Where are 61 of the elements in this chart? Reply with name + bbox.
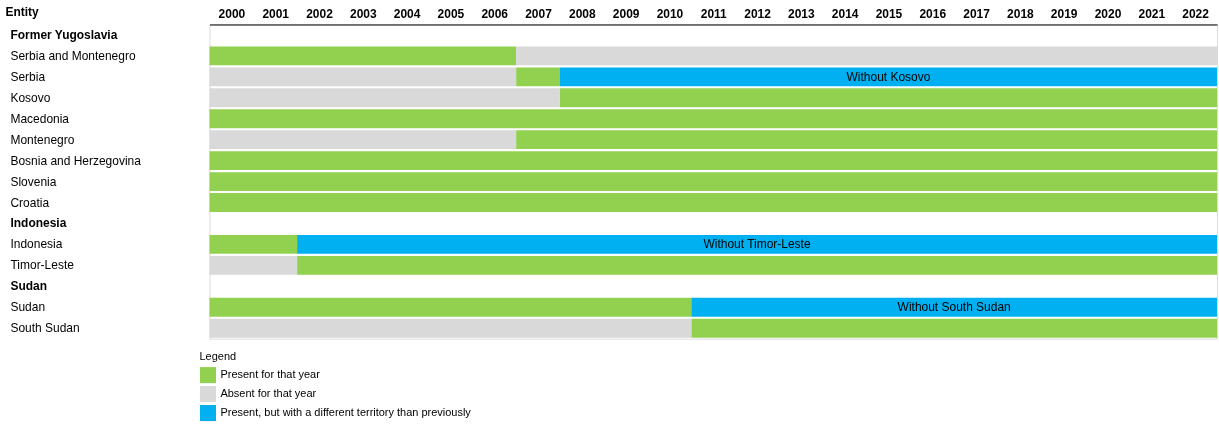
x-tick-label: 2014 [831, 6, 859, 21]
y-tick-label: Timor-Leste [10, 258, 75, 273]
y-tick-label: Sudan [10, 300, 46, 315]
x-tick-label: 2008 [569, 6, 596, 21]
x-tick-label: 2015 [875, 6, 903, 21]
legend-label: Absent for that year [220, 387, 317, 400]
y-tick-label: Indonesia [10, 216, 67, 231]
x-tick-label: 2011 [700, 6, 728, 21]
y-tick-label: Indonesia [10, 237, 63, 252]
bar [691, 318, 1217, 338]
y-tick-label: Slovenia [10, 174, 57, 189]
bar [559, 88, 1217, 108]
annotation: Without Timor-Leste [703, 237, 811, 252]
x-tick-label: 2013 [788, 6, 815, 21]
x-tick-label: 2020 [1094, 6, 1122, 21]
y-tick-label: South Sudan [10, 321, 80, 336]
bar [516, 67, 560, 87]
y-tick-label: Kosovo [10, 90, 51, 105]
y-tick-label: Sudan [10, 279, 48, 294]
x-tick-label: 2016 [919, 6, 947, 21]
bar [209, 193, 1217, 212]
bar [559, 67, 1217, 87]
y-tick-label: Montenegro [10, 132, 75, 147]
x-tick-label: 2001 [262, 6, 290, 21]
bar [209, 235, 298, 254]
annotation: Without South Sudan [897, 300, 1011, 315]
x-tick-label: 2003 [349, 6, 377, 21]
x-tick-label: 2010 [656, 6, 684, 21]
legend-title: Legend [199, 349, 237, 362]
legend-label: Present, but with a different territory than previously [220, 406, 472, 418]
y-tick-label: Croatia [10, 195, 50, 210]
bar [297, 255, 1217, 275]
bar [297, 235, 1217, 254]
y-tick-label: Macedonia [10, 111, 70, 126]
y-tick-label: Serbia [10, 69, 46, 84]
bar [209, 297, 692, 317]
x-tick-label: 2022 [1182, 6, 1210, 21]
x-tick-label: 2021 [1138, 6, 1166, 21]
x-tick-label: 2018 [1007, 6, 1035, 21]
x-tick-label: 2019 [1050, 6, 1078, 21]
x-tick-label: 2007 [525, 6, 553, 21]
x-tick-label: 2017 [963, 6, 991, 21]
x-tick-label: 2002 [306, 6, 334, 21]
bar [209, 46, 517, 66]
bar [209, 172, 1217, 192]
x-tick-label: 2005 [437, 6, 465, 21]
x-tick-label: 2012 [744, 6, 772, 21]
y-axis-title: Entity [5, 4, 40, 19]
bar [209, 109, 1217, 129]
x-tick-label: 2000 [218, 6, 246, 21]
x-tick-label: 2004 [393, 6, 421, 21]
annotation: Without Kosovo [846, 69, 931, 84]
bar [516, 130, 1217, 150]
y-tick-label: Former Yugoslavia [10, 27, 118, 42]
y-tick-label: Serbia and Montenegro [10, 48, 136, 63]
x-tick-label: 2009 [612, 6, 640, 21]
legend-label: Present for that year [220, 368, 321, 381]
bar [691, 297, 1217, 317]
x-tick-label: 2006 [481, 6, 509, 21]
y-tick-label: Bosnia and Herzegovina [10, 153, 142, 168]
bar [209, 151, 1217, 171]
